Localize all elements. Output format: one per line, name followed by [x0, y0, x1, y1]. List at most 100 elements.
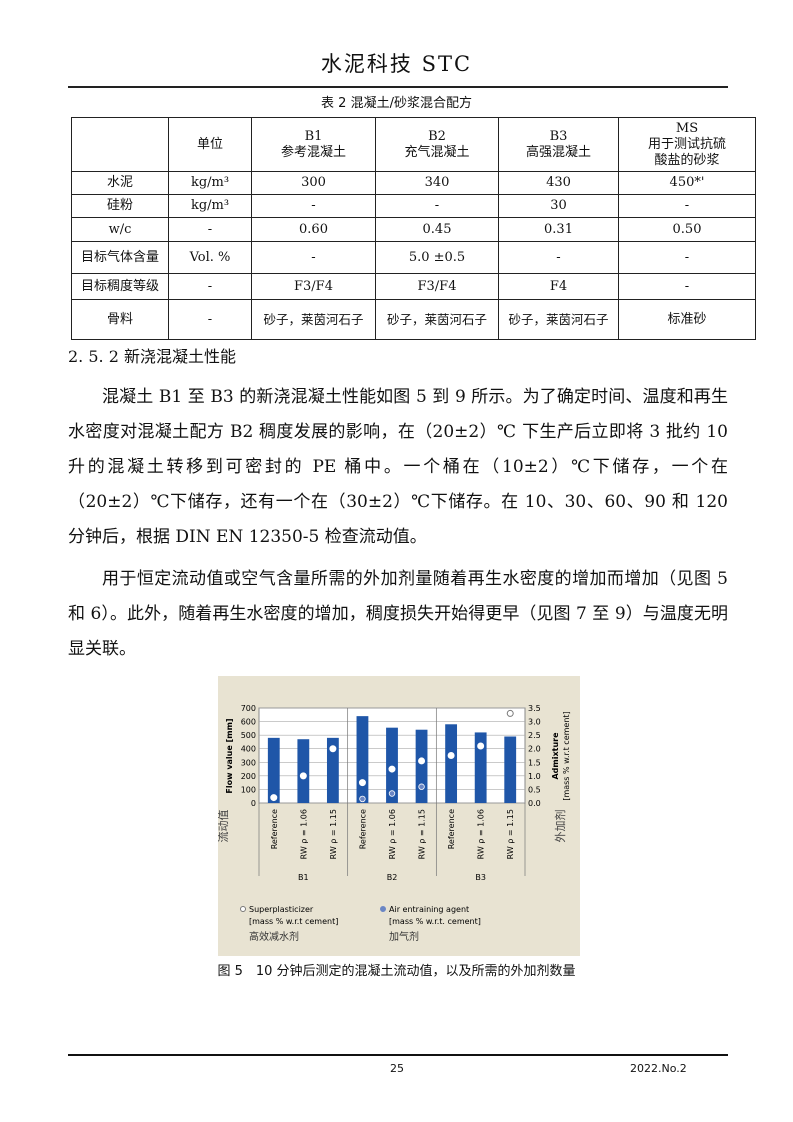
air-agent-legend-marker: [380, 906, 386, 912]
y-tick-label: 600: [241, 718, 256, 727]
paragraph: 混凝土 B1 至 B3 的新浇混凝土性能如图 5 到 9 所示。为了确定时间、温…: [68, 387, 728, 547]
y-tick-label: 200: [241, 772, 256, 781]
figure-caption: 图 5 10 分钟后测定的混凝土流动值，以及所需的外加剂数量: [217, 964, 576, 979]
chart-svg: 0 100 200 300 400 500 600 700 0.0 0.5 1.0 1.5 2.0 2.5…: [216, 704, 571, 943]
legend-label: Superplasticizer: [249, 905, 314, 914]
y2-tick-label: 3.5: [528, 704, 541, 713]
table-cell: 340: [375, 171, 499, 195]
table-cell: B2 充气混凝土: [375, 117, 499, 172]
air-agent-point: [418, 783, 425, 790]
superplasticizer-legend-marker: [240, 906, 246, 912]
superplasticizer-point: [358, 779, 366, 787]
table-cell: B1 参考混凝土: [251, 117, 376, 172]
issue-label: 2022.No.2: [630, 1062, 687, 1075]
y2-tick-label: 3.0: [528, 718, 541, 727]
superplasticizer-point: [477, 742, 485, 750]
x-tick-label: RW ρ = 1.15: [418, 809, 427, 859]
bar: [474, 732, 487, 803]
table-cell: 水泥: [71, 171, 169, 195]
bar: [445, 724, 458, 803]
bar: [326, 737, 339, 803]
x-tick-label: Reference: [358, 809, 367, 849]
superplasticizer-point: [299, 772, 307, 780]
footer-rule: [68, 1054, 728, 1056]
bar: [356, 716, 369, 803]
table-row: 目标稠度等级 - F3/F4 F3/F4 F4-: [71, 273, 756, 300]
page-number: 25: [390, 1062, 404, 1075]
table-cell: 单位: [168, 117, 252, 172]
x-tick-label: RW ρ = 1.15: [506, 809, 515, 859]
bar: [504, 736, 517, 803]
table-row: w/c -0.60 0.45 0.31 0.50: [71, 217, 756, 242]
table-cell: 砂子，莱茵河石子: [375, 299, 499, 340]
journal-title: 水泥科技 STC: [320, 52, 473, 76]
group-label: B2: [387, 873, 398, 882]
y2-axis-label-cn: 外加剂: [553, 810, 567, 843]
y2-axis-label: [mass % w.r.t cement]: [562, 711, 571, 800]
legend-label: [mass % w.r.t cement]: [249, 917, 338, 926]
table-cell: F3/F4: [375, 273, 499, 300]
superplasticizer-point: [270, 794, 278, 802]
table-cell: 砂子，莱茵河石子: [498, 299, 619, 340]
table-cell: B3 高强混凝土: [498, 117, 619, 172]
table-cell: -: [375, 194, 499, 218]
table-cell: 450*': [618, 171, 756, 195]
table-cell: 骨料: [71, 299, 169, 340]
x-tick-label: RW ρ = 1.06: [299, 809, 308, 859]
legend-label: [mass % w.r.t. cement]: [389, 917, 481, 926]
legend-label: Air entraining agent: [389, 905, 469, 914]
y2-tick-label: 2.5: [528, 731, 541, 740]
table-cell: 30: [498, 194, 619, 218]
y-tick-label: 500: [241, 731, 256, 740]
table-row: 硅粉 kg/m³ - -30-: [71, 194, 756, 218]
table-cell: -: [618, 194, 756, 218]
table-cell: 430: [498, 171, 619, 195]
y2-axis-label: Admixture: [551, 732, 560, 780]
x-tick-label: RW ρ = 1.06: [477, 809, 486, 859]
table-cell: 0.50: [618, 217, 756, 242]
table-cell: F3/F4: [251, 273, 376, 300]
x-tick-label: RW ρ = 1.06: [388, 809, 397, 859]
table-cell: 0.31: [498, 217, 619, 242]
figure-chart: 0 100 200 300 400 500 600 700 0.0 0.5 1.0 1.5 2.0 2.5…: [216, 676, 580, 956]
table-cell: -: [168, 217, 252, 242]
x-tick-label: Reference: [447, 809, 456, 849]
bar: [267, 737, 280, 803]
bar: [386, 727, 398, 803]
table-row: 骨料 - 砂子，莱茵河石子 砂子，莱茵河石子 砂子，莱茵河石子 标准砂: [71, 299, 756, 340]
superplasticizer-point: [388, 765, 396, 773]
table-cell: -: [251, 194, 376, 218]
superplasticizer-point: [506, 709, 514, 717]
table-cell: -: [168, 273, 252, 300]
table-cell: 硅粉: [71, 194, 169, 218]
air-agent-point: [388, 790, 396, 797]
table-row: 目标气体含量 Vol. % -5.0 ±0.5- -: [71, 241, 756, 274]
y2-tick-label: 0.5: [528, 785, 541, 794]
table-cell: F4: [498, 273, 619, 300]
y-tick-label: 100: [241, 785, 256, 794]
mix-table: 单位 B1 参考混凝土 B2 充气混凝土 B3 高强混凝土 MS 用于测试抗硫 酸盐的砂…: [71, 117, 756, 340]
table-cell: kg/m³: [168, 194, 252, 218]
section-heading: 2. 5. 2 新浇混凝土性能: [68, 347, 236, 366]
table-caption: 表 2 混凝土/砂浆混合配方: [321, 96, 472, 111]
y-tick-label: 300: [241, 758, 256, 767]
table-cell: 0.60: [251, 217, 376, 242]
bar: [297, 739, 310, 803]
y2-tick-label: 2.0: [528, 745, 541, 754]
table-cell: -: [168, 299, 252, 340]
table-cell: 砂子，莱茵河石子: [251, 299, 376, 340]
table-cell: -: [251, 241, 376, 274]
y-tick-label: 700: [241, 704, 256, 713]
bar: [415, 729, 428, 803]
header-rule: [68, 86, 728, 88]
table-cell: -: [498, 241, 619, 274]
superplasticizer-point: [329, 745, 337, 753]
air-agent-point: [359, 795, 366, 803]
group-label: B3: [475, 873, 486, 882]
table-cell: [71, 117, 169, 172]
table-cell: Vol. %: [168, 241, 252, 274]
legend-label-cn: 高效减水剂: [249, 930, 299, 943]
table-cell: -: [618, 241, 756, 274]
y2-tick-label: 1.0: [528, 772, 541, 781]
